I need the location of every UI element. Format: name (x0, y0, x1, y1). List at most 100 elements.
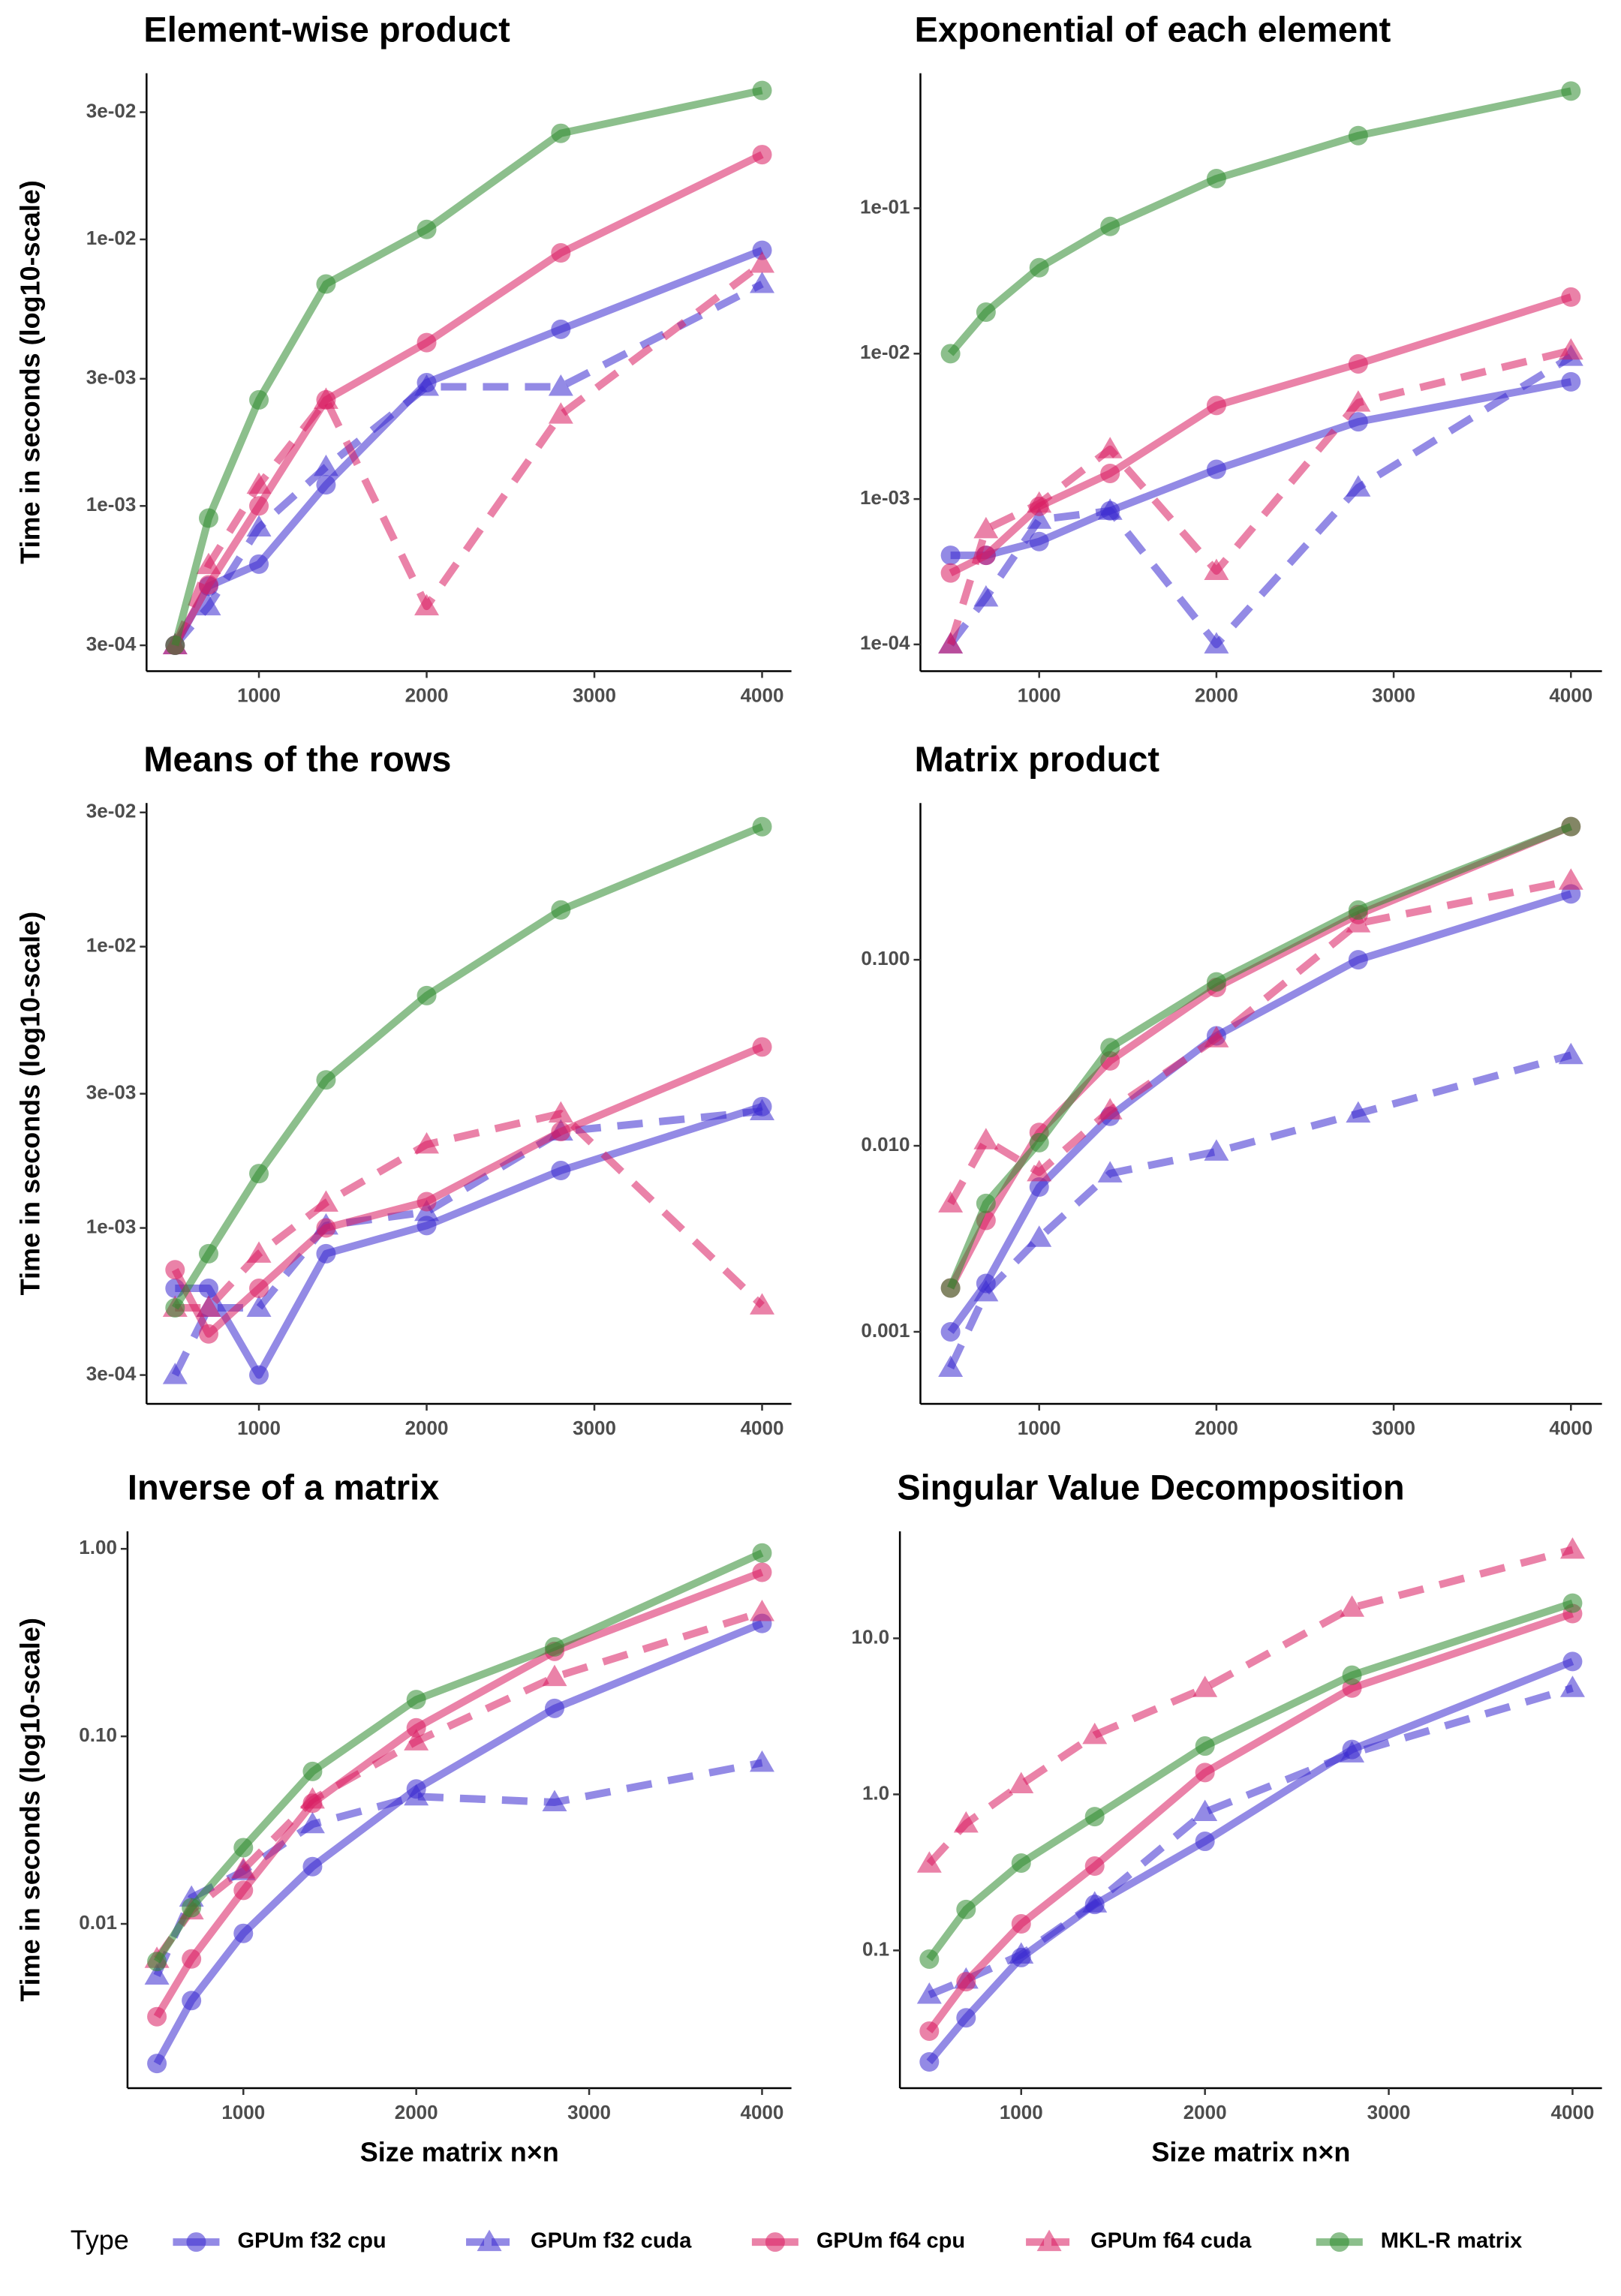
x-axis-label: Size matrix n×n (360, 2136, 559, 2167)
marker (406, 1690, 426, 1710)
x-tick-label: 1000 (237, 1417, 281, 1439)
legend-label: GPUm f64 cpu (817, 2229, 965, 2253)
series-line (926, 1609, 1574, 2033)
marker (752, 240, 772, 260)
series-line (947, 1051, 1572, 1370)
marker (940, 344, 961, 364)
x-tick-label: 2000 (1195, 684, 1238, 706)
marker (1204, 558, 1229, 580)
marker (313, 387, 338, 409)
marker (1097, 1098, 1123, 1119)
marker (938, 1355, 964, 1378)
x-tick-label: 2000 (405, 684, 449, 706)
marker (548, 1101, 573, 1123)
marker (551, 1122, 571, 1142)
marker (144, 1963, 170, 1985)
marker (551, 900, 571, 920)
marker (1559, 1675, 1585, 1697)
marker (1027, 1159, 1052, 1182)
marker (249, 1279, 269, 1299)
x-tick-label: 4000 (1549, 1417, 1592, 1439)
marker (1340, 1595, 1365, 1617)
marker (750, 272, 775, 293)
marker (182, 1898, 202, 1918)
marker (1195, 1832, 1215, 1852)
marker (1100, 1038, 1120, 1058)
x-tick-label: 4000 (1549, 684, 1592, 706)
y-tick-label: 0.1 (862, 1937, 889, 1960)
marker (1082, 1891, 1108, 1913)
y-tick-label: 1e-03 (86, 493, 137, 515)
marker (551, 1161, 571, 1181)
x-tick-label: 1000 (221, 2101, 265, 2123)
marker (1206, 972, 1226, 992)
marker (246, 1241, 272, 1263)
marker (1561, 816, 1581, 837)
marker (544, 1636, 564, 1657)
marker (940, 1278, 961, 1298)
marker (316, 1243, 336, 1264)
marker (973, 585, 999, 607)
marker (1562, 1593, 1583, 1613)
x-tick-label: 4000 (741, 2101, 784, 2123)
legend-key-marker (186, 2232, 206, 2252)
marker (1206, 395, 1226, 416)
panel-title: Means of the rows (143, 739, 451, 779)
marker (1100, 216, 1120, 236)
marker (1206, 459, 1226, 479)
series-line (928, 1684, 1574, 1999)
y-tick-label: 3e-03 (86, 366, 137, 389)
marker (1558, 338, 1583, 360)
series-line (947, 822, 1573, 1290)
marker (233, 1838, 254, 1858)
marker (246, 472, 272, 494)
marker (1009, 1772, 1034, 1794)
marker (1348, 353, 1368, 374)
series-line (950, 377, 1572, 560)
marker (165, 1260, 185, 1280)
panel-title: Exponential of each element (915, 9, 1391, 49)
marker (299, 1811, 325, 1834)
marker (233, 1923, 254, 1943)
marker (1204, 1139, 1229, 1161)
marker (299, 1787, 325, 1809)
marker (165, 636, 185, 656)
marker (956, 2008, 976, 2028)
marker (752, 1037, 772, 1057)
marker (1346, 390, 1371, 412)
marker (752, 1562, 772, 1582)
marker (551, 319, 571, 339)
panel-title: Inverse of a matrix (128, 1468, 439, 1507)
y-tick-label: 3e-02 (86, 99, 137, 122)
marker (182, 1991, 202, 2011)
marker (749, 1599, 774, 1621)
marker (752, 1543, 772, 1563)
marker (956, 1972, 976, 1992)
x-tick-label: 2000 (395, 2101, 438, 2123)
series-line (947, 822, 1573, 1290)
marker (976, 1193, 996, 1213)
marker (404, 1784, 429, 1806)
legend-label: GPUm f32 cpu (237, 2229, 386, 2253)
x-tick-label: 4000 (741, 684, 784, 706)
marker (1029, 1177, 1049, 1198)
x-tick-label: 3000 (567, 2101, 611, 2123)
marker (940, 1321, 961, 1342)
marker (1561, 287, 1581, 307)
y-tick-label: 1.0 (862, 1781, 889, 1804)
marker (1192, 1675, 1218, 1697)
y-tick-label: 0.10 (79, 1724, 117, 1746)
marker (1558, 1042, 1583, 1065)
series-line (947, 876, 1572, 1206)
series-line (153, 1568, 764, 2019)
marker (316, 475, 336, 495)
x-tick-label: 1000 (1018, 1417, 1061, 1439)
marker (542, 1664, 567, 1687)
marker (1027, 1225, 1052, 1247)
series-line (949, 293, 1572, 577)
x-tick-label: 4000 (741, 1417, 784, 1439)
marker (230, 1857, 256, 1879)
marker (165, 1298, 185, 1318)
marker (1027, 507, 1052, 529)
y-axis-label: Time in seconds (log10-scale) (14, 1618, 45, 2002)
